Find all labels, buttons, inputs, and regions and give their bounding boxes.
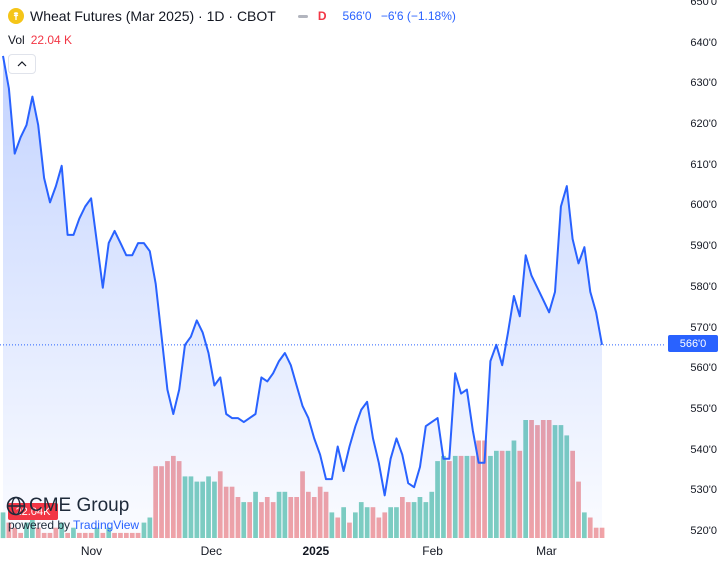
watermark-logo: CME Group powered by TradingView — [6, 495, 139, 532]
price-tick-label: 600'0 — [690, 199, 717, 212]
market-status-badge[interactable]: D — [317, 9, 327, 23]
time-tick-label: Feb — [422, 544, 443, 558]
price-tick-label: 590'0 — [690, 240, 717, 253]
wheat-symbol-icon[interactable] — [8, 8, 24, 24]
price-tick-label: 630'0 — [690, 77, 717, 90]
chevron-up-icon — [17, 61, 27, 67]
volume-value: 22.04 K — [30, 33, 73, 47]
price-area — [3, 55, 602, 539]
brand-name: CME Group — [29, 495, 130, 516]
price-tick-label: 640'0 — [690, 36, 717, 49]
price-tick-label: 610'0 — [690, 158, 717, 171]
price-tick-label: 620'0 — [690, 118, 717, 131]
powered-by-text: powered by — [8, 518, 71, 532]
chart-title[interactable]: Wheat Futures (Mar 2025) · 1D · CBOT — [30, 8, 276, 24]
time-tick-label: 2025 — [302, 544, 330, 558]
price-tick-label: 520'0 — [690, 525, 717, 537]
price-tick-label: 650'0 — [690, 0, 717, 8]
volume-label: Vol — [8, 33, 25, 47]
price-tick-label: 550'0 — [690, 402, 717, 415]
price-tick-label: 540'0 — [690, 443, 717, 456]
volume-bar — [599, 527, 605, 538]
volume-legend: Vol 22.04 K — [8, 33, 72, 47]
last-price-value: 566'0 — [342, 9, 372, 23]
price-tick-label: 530'0 — [690, 484, 717, 497]
price-tick-label: 570'0 — [690, 321, 717, 334]
last-price-tag: 566'0 — [668, 335, 718, 352]
chart-header: Wheat Futures (Mar 2025) · 1D · CBOT D 5… — [8, 8, 456, 24]
price-legend: 566'0 −6'6 (−1.18%) — [343, 9, 456, 23]
collapse-legend-button[interactable] — [8, 54, 36, 74]
price-line — [2, 55, 603, 497]
provider-name: TradingView — [73, 518, 140, 532]
price-tick-label: 580'0 — [690, 280, 717, 293]
price-tick-label: 560'0 — [690, 362, 717, 375]
time-tick-label: Nov — [80, 544, 103, 558]
cme-globe-icon — [6, 496, 26, 516]
time-tick-label: Dec — [200, 544, 222, 558]
price-change-value: −6'6 (−1.18%) — [380, 9, 456, 23]
line-style-icon — [297, 14, 308, 18]
time-tick-label: Mar — [536, 544, 557, 558]
